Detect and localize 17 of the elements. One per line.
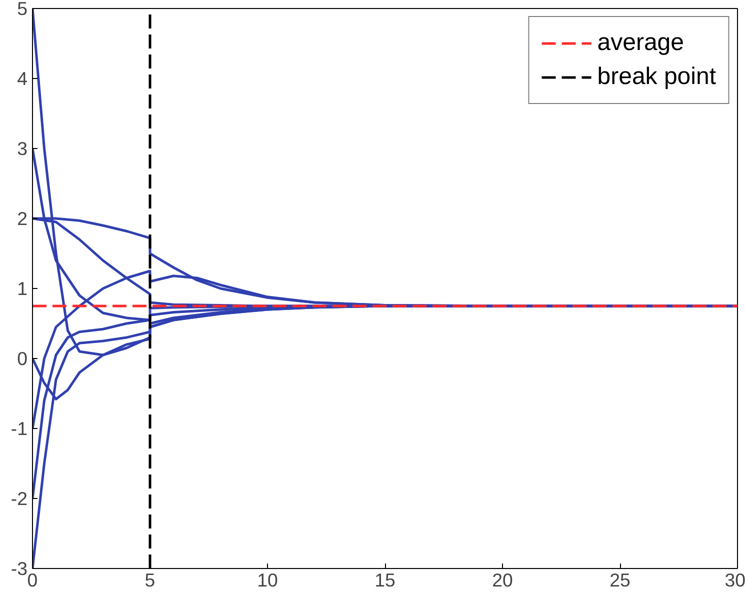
x-tick-label: 25 (610, 570, 630, 590)
y-tick-label: -2 (10, 488, 28, 509)
x-tick-label: 5 (144, 570, 156, 590)
y-tick-label: 5 (17, 0, 28, 19)
y-tick-label: 2 (17, 208, 28, 229)
y-tick-label: 3 (17, 138, 28, 159)
y-tick-label: -3 (10, 558, 28, 579)
y-tick-label: 1 (17, 278, 28, 299)
x-tick-label: 30 (724, 570, 745, 590)
x-tick-label: 15 (374, 570, 396, 590)
x-tick-label: 20 (492, 570, 513, 590)
ref-line-label: break point (597, 63, 716, 91)
x-tick-label: 10 (257, 570, 278, 590)
legend-label: average (597, 29, 684, 57)
y-tick-label: -1 (10, 418, 28, 439)
y-tick-label: 0 (17, 348, 28, 369)
y-tick-label: 4 (17, 68, 28, 89)
